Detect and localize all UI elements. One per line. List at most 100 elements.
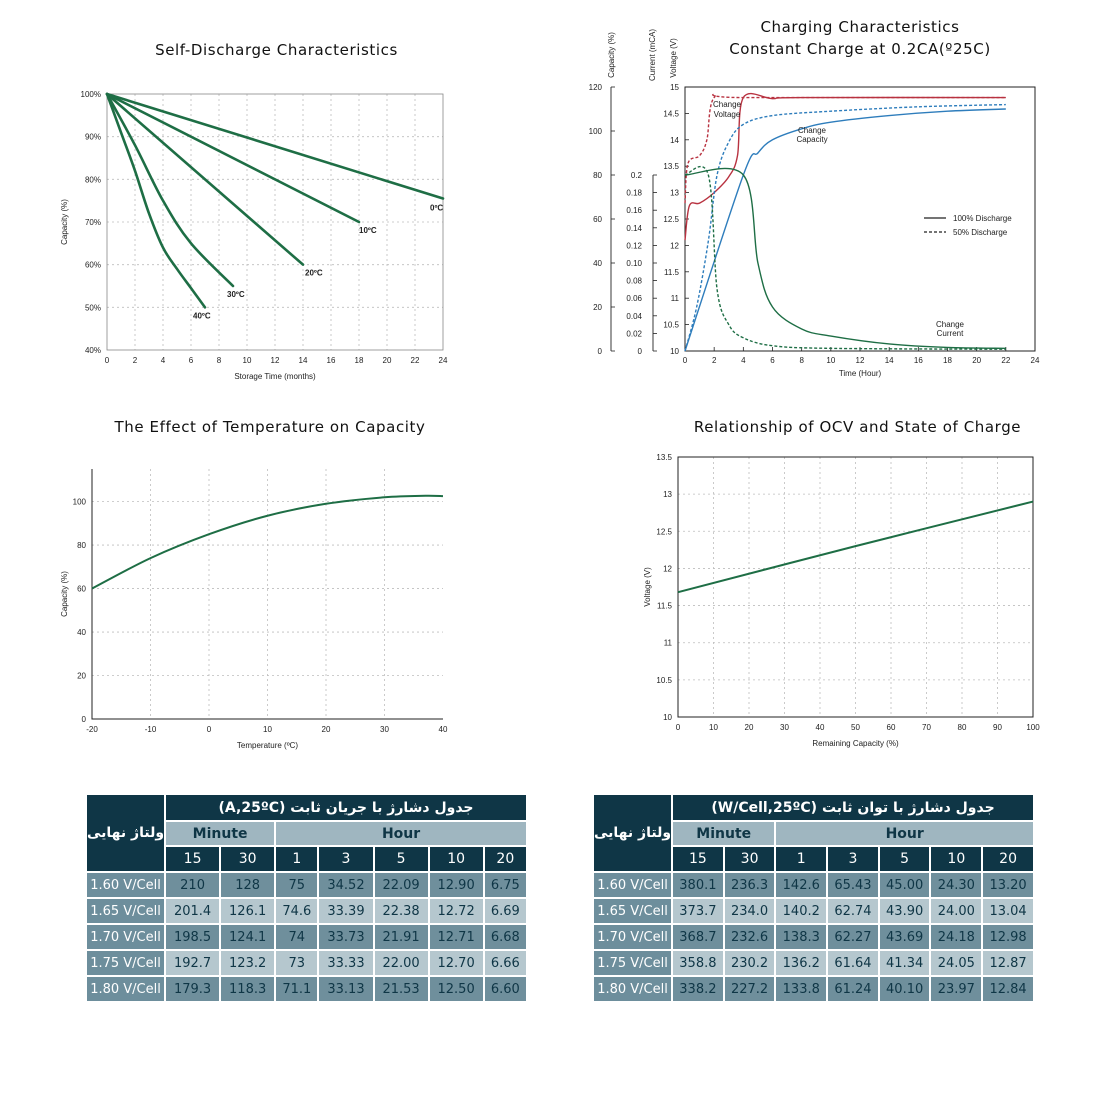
series-line [105,92,445,200]
table-cell: 368.7 [673,925,723,949]
voltage-tick-label: 12 [670,241,679,250]
table-cell: 71.1 [276,977,318,1001]
y-tick-label: 0 [82,715,87,724]
row-header-cell: ولتاژ نهایی [594,795,672,871]
table-cell: 12.90 [429,873,483,897]
capacity-tick-label: 100 [589,127,603,136]
table-cell: 21.91 [374,925,428,949]
table-cell: 34.52 [319,873,373,897]
column-header: 3 [319,847,373,871]
row-label: 1.75 V/Cell [594,951,672,975]
row-label: 1.70 V/Cell [87,925,165,949]
table-cell: 43.90 [879,899,930,923]
voltage-tick-label: 11.5 [664,268,680,277]
series-line [677,500,1034,594]
table-cell: 236.3 [724,873,775,897]
y-tick-label: 13.5 [656,453,672,462]
table-cell: 123.2 [221,951,275,975]
table-cell: 62.74 [828,899,878,923]
current-tick-label: 0.06 [626,294,642,303]
constant-power-table: ولتاژ نهایی (W/Cell,25ºC) جدول دشارژ با … [592,793,1035,1003]
y-tick-label: 100% [81,90,101,99]
y-tick-label: 70% [85,218,101,227]
table-cell: 40.10 [879,977,930,1001]
y-tick-label: 90% [85,133,101,142]
current-tick-label: 0.16 [626,206,642,215]
table-cell: 62.27 [828,925,878,949]
table-cell: 24.05 [931,951,982,975]
table-row: 1.75 V/Cell 192.7 123.2 73 33.33 22.00 12.70 6.… [87,951,526,975]
group-minute: Minute [673,822,775,845]
voltage-tick-label: 13.5 [663,162,679,171]
x-tick-label: 14 [885,356,894,365]
table-cell: 230.2 [724,951,775,975]
x-tick-label: -10 [145,725,157,734]
table-cell: 24.00 [931,899,982,923]
table-cell: 13.20 [983,873,1033,897]
table-cell: 24.18 [931,925,982,949]
y-tick-label: 60 [77,585,86,594]
x-tick-label: 24 [1031,356,1040,365]
x-tick-label: 60 [887,723,896,732]
voltage-tick-label: 14.5 [663,109,679,118]
table-cell: 33.33 [319,951,373,975]
x-tick-label: 12 [271,356,280,365]
capacity-tick-label: 60 [593,215,602,224]
constant-current-table: ولتاژ نهایی (A,25ºC) جدول دشارژ با جریان… [85,793,528,1003]
current-tick-label: 0.14 [626,224,642,233]
temperature-title: The Effect of Temperature on Capacity [114,418,426,436]
x-tick-label: 10 [263,725,272,734]
y-axis-label: Capacity (%) [60,571,69,617]
x-tick-label: 2 [712,356,717,365]
ocv-chart: 0 10 20 30 40 50 60 70 80 90 100 10 10.5 11 11.5 12 12.5… [643,453,1040,748]
group-hour: Hour [276,822,526,845]
x-tick-label: 90 [993,723,1002,732]
series-label: 10ºC [359,226,377,235]
row-label: 1.70 V/Cell [594,925,672,949]
x-tick-label: 10 [243,356,252,365]
y-tick-label: 60% [85,261,101,270]
x-tick-label: 18 [355,356,364,365]
table-cell: 198.5 [166,925,220,949]
column-header: 3 [828,847,878,871]
x-tick-label: 0 [207,725,212,734]
capacity-tick-label: 120 [589,83,603,92]
table-cell: 74 [276,925,318,949]
table-cell: 179.3 [166,977,220,1001]
x-tick-label: 12 [856,356,865,365]
table-cell: 75 [276,873,318,897]
x-tick-label: 8 [217,356,222,365]
x-tick-label: 30 [780,723,789,732]
x-tick-label: 20 [322,725,331,734]
column-header: 1 [776,847,827,871]
current-axis-label: Current (mCA) [648,29,657,81]
column-header: 30 [724,847,775,871]
table-row: 1.60 V/Cell 380.1 236.3 142.6 65.43 45.00 24.3… [594,873,1033,897]
x-tick-label: 0 [676,723,681,732]
table-cell: 21.53 [374,977,428,1001]
table-cell: 232.6 [724,925,775,949]
y-tick-label: 20 [77,672,86,681]
x-tick-label: 24 [439,356,448,365]
table-cell: 45.00 [879,873,930,897]
x-tick-label: 16 [914,356,923,365]
x-axis-label: Time (Hour) [839,369,882,378]
x-tick-label: 10 [709,723,718,732]
self-discharge-chart: 0 2 4 6 8 10 12 14 16 18 20 22 2440%50%60%70%80%90%1… [60,90,448,381]
x-tick-label: 22 [1001,356,1010,365]
series-line [684,167,1006,350]
table-cell: 22.38 [374,899,428,923]
voltage-tick-label: 10.5 [663,321,679,330]
table-cell: 234.0 [724,899,775,923]
y-tick-label: 40% [85,346,101,355]
table-cell: 6.75 [484,873,526,897]
x-tick-label: -20 [86,725,98,734]
row-label: 1.80 V/Cell [594,977,672,1001]
series-label: 40ºC [193,311,211,320]
x-tick-label: 0 [683,356,688,365]
x-axis-label: Remaining Capacity (%) [812,739,899,748]
table-cell: 192.7 [166,951,220,975]
table-cell: 12.70 [429,951,483,975]
row-label: 1.75 V/Cell [87,951,165,975]
x-tick-label: 80 [958,723,967,732]
